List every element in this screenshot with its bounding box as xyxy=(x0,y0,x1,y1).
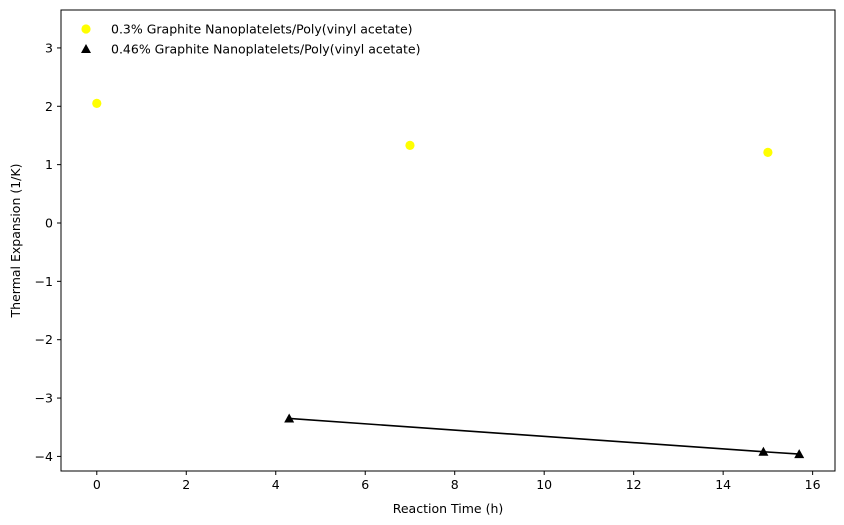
series-1-point xyxy=(92,98,102,108)
series-2-point xyxy=(794,449,805,459)
legend: 0.3% Graphite Nanoplatelets/Poly(vinyl a… xyxy=(81,22,420,57)
x-axis: 0 2 4 6 8 10 12 14 16 xyxy=(93,471,821,492)
plot-content xyxy=(92,98,805,459)
y-axis-label: Thermal Expansion (1/K) xyxy=(8,164,23,319)
legend-label-1: 0.3% Graphite Nanoplatelets/Poly(vinyl a… xyxy=(111,22,413,37)
y-tick-label: 1 xyxy=(45,157,53,172)
legend-marker-2 xyxy=(81,44,91,53)
legend-label-2: 0.46% Graphite Nanoplatelets/Poly(vinyl … xyxy=(111,42,420,57)
series-1-point xyxy=(763,147,773,157)
series-2-point xyxy=(284,413,295,423)
series-1-point xyxy=(405,140,415,150)
series-2-point xyxy=(758,446,769,456)
x-tick-label: 4 xyxy=(272,477,280,492)
series-2 xyxy=(284,413,805,459)
y-axis: −4 −3 −2 −1 0 1 2 3 xyxy=(35,40,61,464)
series-1 xyxy=(92,98,773,157)
y-tick-label: −3 xyxy=(35,391,53,406)
x-tick-label: 8 xyxy=(451,477,459,492)
x-tick-label: 10 xyxy=(536,477,552,492)
x-tick-label: 6 xyxy=(361,477,369,492)
x-tick-label: 12 xyxy=(626,477,642,492)
x-tick-label: 2 xyxy=(182,477,190,492)
x-axis-label: Reaction Time (h) xyxy=(393,501,504,516)
y-tick-label: 0 xyxy=(45,215,53,230)
y-tick-label: 2 xyxy=(45,99,53,114)
x-tick-label: 0 xyxy=(93,477,101,492)
x-tick-label: 14 xyxy=(715,477,731,492)
plot-frame xyxy=(60,9,836,472)
y-tick-label: −4 xyxy=(35,449,53,464)
series-2-line xyxy=(289,417,800,455)
legend-marker-1 xyxy=(81,24,91,34)
y-tick-label: −2 xyxy=(35,332,53,347)
x-tick-label: 16 xyxy=(805,477,821,492)
y-tick-label: −1 xyxy=(35,274,53,289)
y-tick-label: 3 xyxy=(45,40,53,55)
